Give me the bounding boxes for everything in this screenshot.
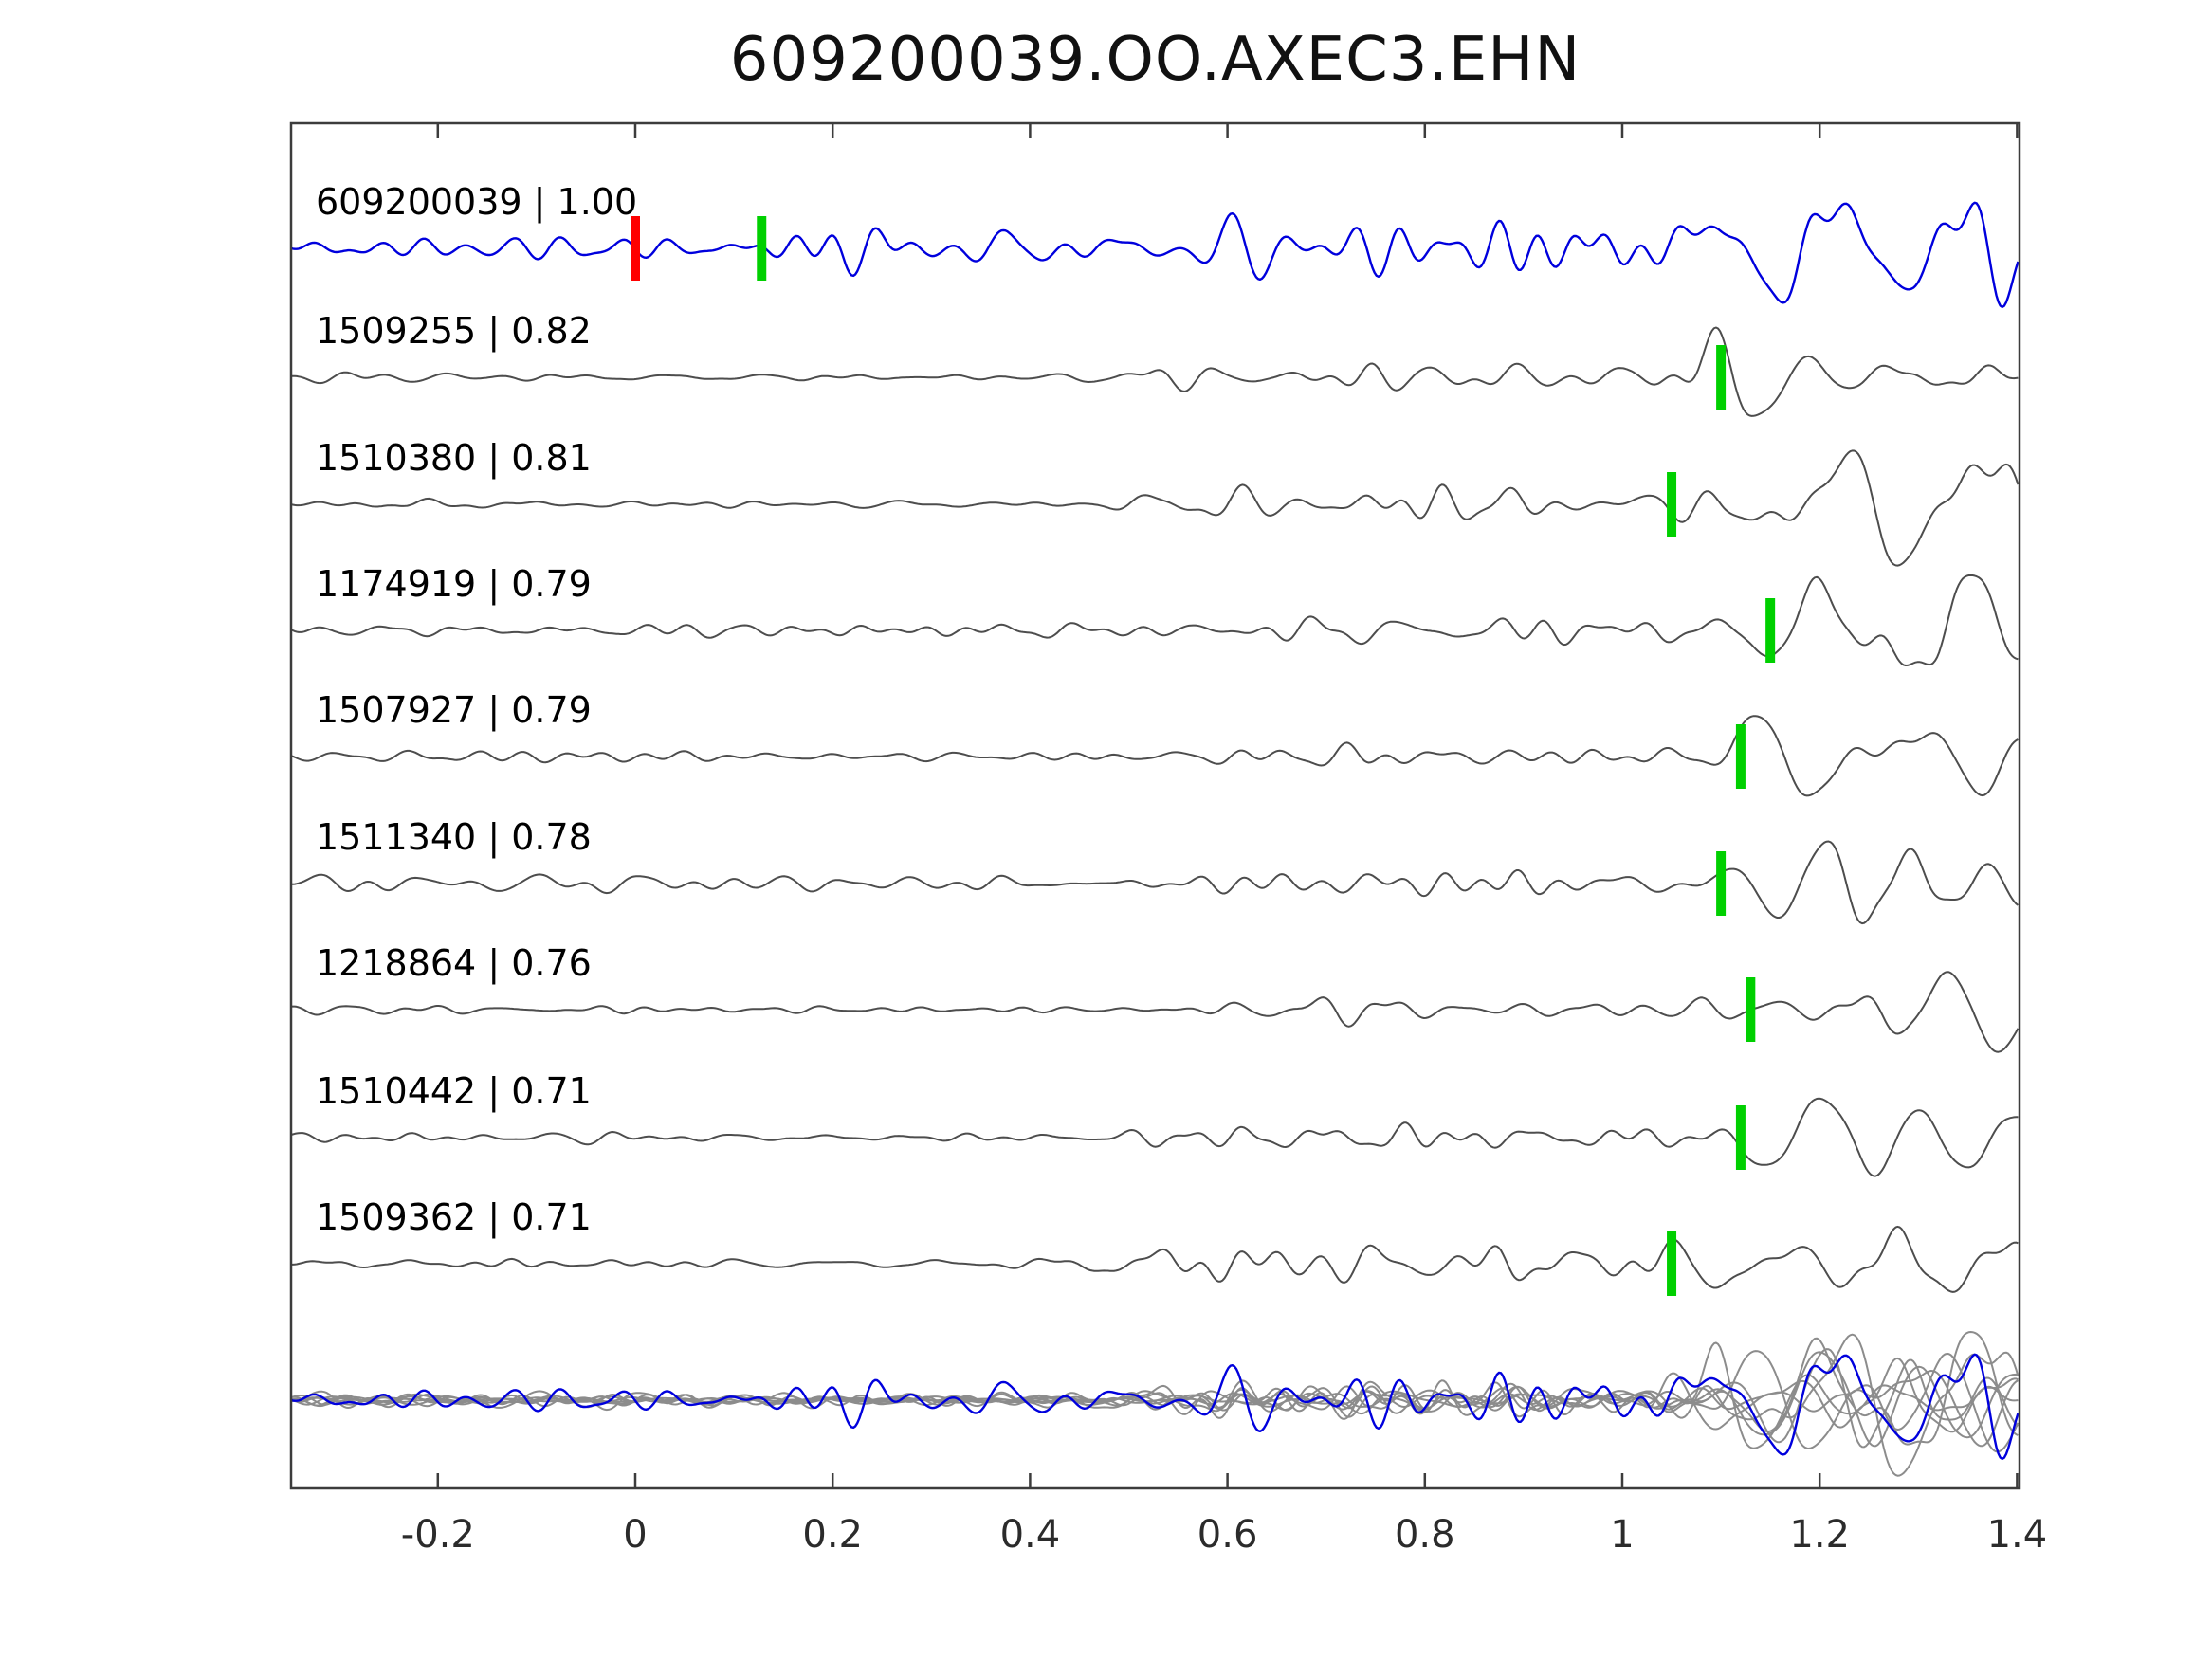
trace-path-1509362 [291,1225,2019,1293]
traces-group [291,201,2020,1477]
trace-label-609200039: 609200039 | 1.00 [316,181,637,224]
trace-label-1509362: 1509362 | 0.71 [316,1196,592,1239]
x-tick-label: -0.2 [401,1513,475,1557]
axis-box [289,121,2021,1490]
chart-title: 609200039.OO.AXEC3.EHN [729,25,1581,95]
overlay-trace-1218864 [291,1352,2020,1453]
x-tick-label: 0.2 [802,1513,863,1557]
trace-path-1174919 [291,574,2019,666]
x-tick-label: 1.2 [1789,1513,1850,1557]
trace-path-1509255 [291,326,2019,417]
trace-path-609200039 [291,201,2020,309]
trace-label-1511340: 1511340 | 0.78 [316,816,592,859]
trace-label-1218864: 1218864 | 0.76 [316,942,592,985]
trace-path-1510442 [291,1097,2019,1177]
overlay-trace-template [291,1353,2020,1461]
x-tick-label: 0.8 [1395,1513,1455,1557]
x-tick-label: 0 [623,1513,647,1557]
trace-label-1510442: 1510442 | 0.71 [316,1070,592,1113]
overlay-trace-1509362 [291,1357,2019,1433]
trace-path-1507927 [291,715,2019,797]
x-tick-label: 0.6 [1197,1513,1258,1557]
trace-path-1510380 [291,449,2020,567]
trace-path-1218864 [291,971,2020,1053]
trace-label-1509255: 1509255 | 0.82 [316,310,592,353]
trace-label-1174919: 1174919 | 0.79 [316,563,592,606]
x-tick-label: 0.4 [1000,1513,1061,1557]
x-tick-label: 1 [1610,1513,1634,1557]
overlay-trace-1174919 [291,1331,2019,1446]
trace-label-1510380: 1510380 | 0.81 [316,437,592,480]
trace-label-1507927: 1507927 | 0.79 [316,689,592,732]
trace-path-1511340 [291,840,2020,925]
x-tick-label: 1.4 [1987,1513,2048,1557]
